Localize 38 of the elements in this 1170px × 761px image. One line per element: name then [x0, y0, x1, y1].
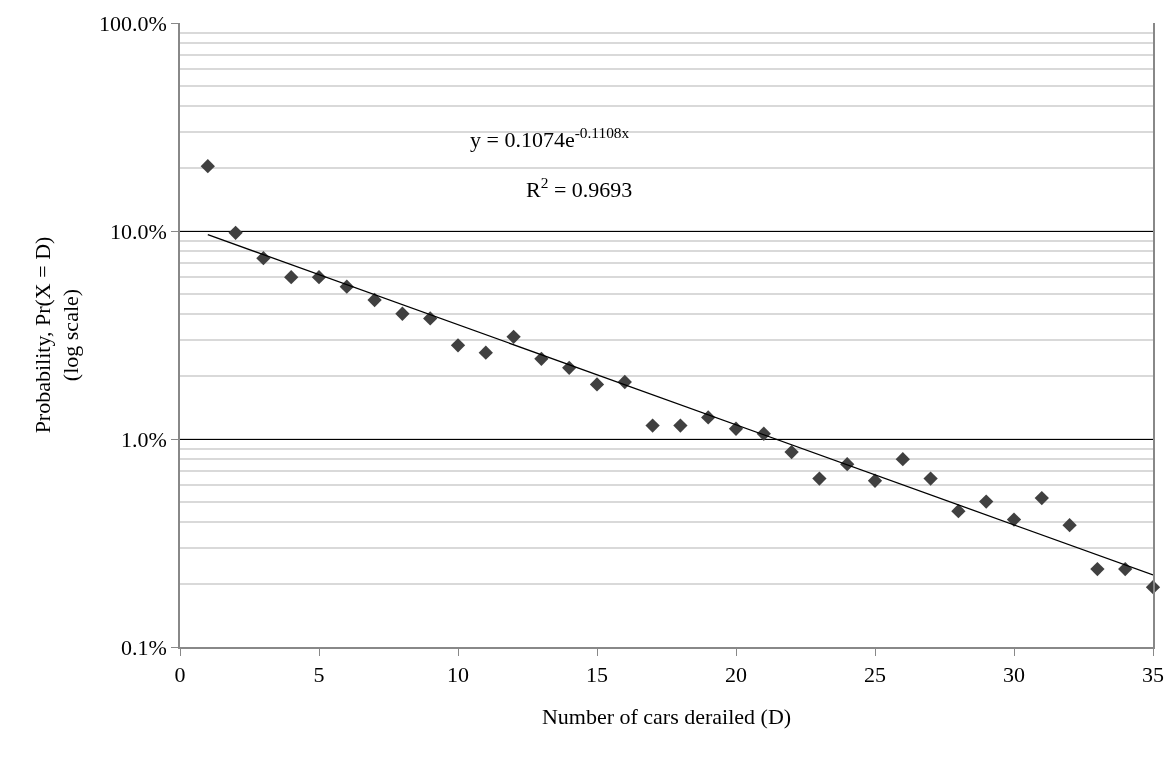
x-axis-title: Number of cars derailed (D): [541, 703, 792, 729]
y-tick-label: 10.0%: [110, 218, 167, 244]
x-tick-label: 35: [1142, 662, 1164, 688]
point: [589, 377, 605, 392]
annotation: y = 0.1074e$^{-0.1108x}$: [470, 124, 630, 153]
y-tick-label: 1.0%: [121, 426, 167, 452]
point: [506, 329, 521, 344]
x-tick-label: 25: [864, 662, 886, 688]
point: [673, 418, 688, 433]
point: [228, 225, 243, 240]
point: [395, 306, 410, 321]
point: [895, 452, 910, 467]
point: [478, 345, 493, 360]
point: [645, 418, 660, 433]
point: [923, 471, 938, 486]
point: [1006, 512, 1022, 527]
annotation: R$^{2}$ = 0.9693: [526, 174, 633, 203]
point: [284, 269, 299, 285]
x-tick-label: 30: [1003, 662, 1025, 688]
y-tick-label: 100.0%: [99, 10, 167, 36]
x-tick-label: 20: [725, 662, 747, 688]
x-tick-label: 0: [174, 662, 186, 688]
point: [951, 503, 966, 519]
point: [450, 338, 466, 353]
point: [979, 494, 994, 509]
point: [367, 292, 382, 308]
point: [784, 444, 799, 460]
y-tick-label: 0.1%: [121, 634, 167, 660]
point: [1062, 518, 1077, 533]
point: [812, 471, 827, 486]
x-tick-label: 15: [586, 662, 608, 688]
y-axis-title: Probability, Pr(X = D) (log scale): [29, 236, 84, 434]
point: [200, 159, 215, 174]
point: [1034, 490, 1049, 506]
x-tick-label: 10: [447, 662, 469, 688]
x-tick-label: 5: [313, 662, 325, 688]
point: [1090, 561, 1105, 577]
point: [867, 473, 883, 488]
